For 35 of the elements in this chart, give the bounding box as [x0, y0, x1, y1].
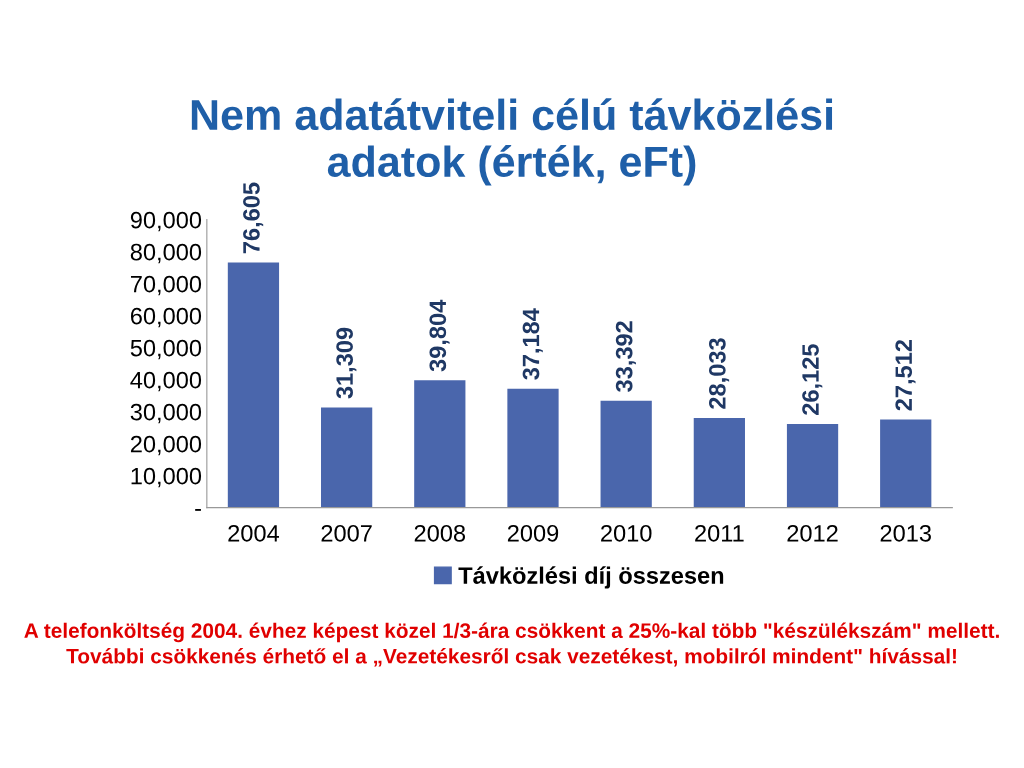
bar — [227, 262, 280, 508]
data-label: 37,184 — [522, 308, 543, 380]
x-tick-label: 2008 — [414, 524, 466, 542]
bar — [693, 417, 745, 508]
bar — [600, 400, 652, 508]
data-label: 31,309 — [336, 327, 357, 399]
y-tick-label: - — [195, 509, 201, 511]
data-label: 33,392 — [615, 321, 636, 392]
data-label: 28,033 — [708, 338, 730, 409]
bar — [507, 388, 559, 508]
bar — [880, 419, 932, 508]
x-tick-label: 2009 — [507, 524, 559, 542]
legend-label: Távközlési díj összesen — [458, 566, 724, 589]
bar — [414, 380, 466, 508]
y-tick-label: 40,000 — [130, 371, 202, 392]
bar — [321, 407, 373, 508]
y-tick-label: 20,000 — [130, 435, 202, 456]
x-tick-label: 2010 — [601, 524, 652, 542]
y-tick-label: 80,000 — [130, 243, 202, 264]
bar — [786, 424, 839, 508]
y-tick-label: 70,000 — [130, 275, 202, 296]
x-tick-label: 2011 — [695, 524, 744, 542]
x-tick-label: 2012 — [787, 524, 838, 542]
data-label: 26,125 — [802, 344, 823, 415]
x-tick-label: 2007 — [321, 524, 372, 542]
y-tick-label: 60,000 — [130, 307, 202, 328]
data-label: 39,804 — [429, 299, 450, 372]
y-tick-label: 50,000 — [130, 339, 202, 360]
x-tick-label: 2013 — [880, 524, 931, 542]
text: A telefonköltség 2004. évhez képest közel 1/3-ára csökkent a 25%-kal több "készülékszám" mellett. További csökkenés érhető el a „Vezetékesről csak vezetékest, mobilról mindent" hívással! — [24, 622, 999, 667]
data-label: 27,512 — [895, 340, 916, 411]
y-tick-label: 30,000 — [130, 403, 202, 424]
y-tick-label: 90,000 — [130, 211, 202, 232]
y-tick-label: 10,000 — [131, 467, 202, 488]
x-tick-label: 2004 — [228, 524, 280, 542]
